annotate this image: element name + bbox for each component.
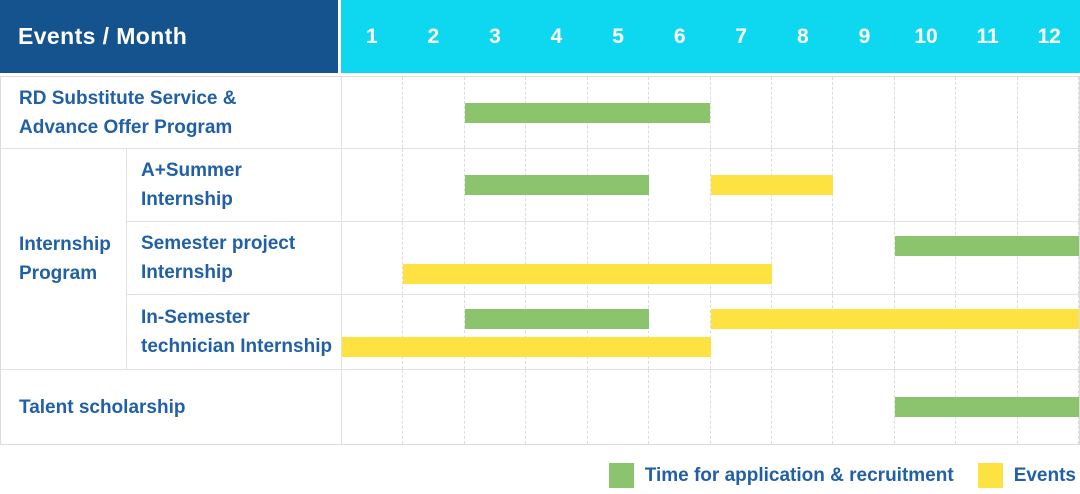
events-color-swatch <box>977 463 1003 488</box>
gantt-bar-application <box>464 102 711 123</box>
month-gridline <box>649 295 711 369</box>
month-gridline <box>526 295 588 369</box>
month-gridline <box>895 222 957 294</box>
gantt-bar-event <box>710 309 1079 329</box>
month-label-4: 4 <box>550 24 563 48</box>
month-gridline <box>833 149 895 221</box>
table-row-talent-scholarship: Talent scholarship <box>1 370 1079 444</box>
month-gridline <box>833 77 895 148</box>
month-label-1: 1 <box>365 24 378 48</box>
month-gridline <box>1018 295 1079 369</box>
month-gridline <box>895 149 957 221</box>
group-subrows-internship-program: A+Summer Internship Semester project Inte… <box>127 149 1079 369</box>
month-gridline <box>588 295 650 369</box>
month-label-8: 8 <box>796 24 809 48</box>
table-row-in-semester-technician-internship: In-Semester technician Internship <box>127 295 1079 369</box>
month-gridline <box>833 295 895 369</box>
month-gridline <box>649 370 711 444</box>
month-label-3: 3 <box>489 24 501 48</box>
table-row-a-plus-summer-internship: A+Summer Internship <box>127 149 1079 222</box>
header-title: Events / Month <box>0 0 338 73</box>
month-gridline <box>711 370 772 444</box>
gantt-bar-event <box>710 175 834 195</box>
month-gridline <box>342 77 404 148</box>
month-gridline <box>342 295 404 369</box>
month-gridline <box>772 370 834 444</box>
month-gridline <box>465 370 527 444</box>
month-gridline <box>772 295 834 369</box>
month-label-7: 7 <box>735 24 748 48</box>
table-row-rd-substitute-service: RD Substitute Service & Advance Offer Pr… <box>1 77 1079 149</box>
gantt-bar-application <box>894 236 1079 256</box>
timeline-cell-semester-project-internship <box>342 222 1079 294</box>
gantt-bar-application <box>464 175 650 195</box>
row-label-a-plus-summer-internship: A+Summer Internship <box>127 149 342 221</box>
row-label-rd-substitute-service: RD Substitute Service & Advance Offer Pr… <box>1 77 342 148</box>
month-gridline <box>772 77 834 148</box>
month-gridline <box>833 222 895 294</box>
month-gridline <box>833 370 895 444</box>
month-gridline <box>342 222 404 294</box>
month-gridline <box>465 222 527 294</box>
legend-label-events: Events <box>1013 464 1076 486</box>
legend-item-application: Time for application & recruitment <box>608 463 954 488</box>
timeline-cell-in-semester-technician-internship <box>342 295 1079 369</box>
gantt-bar-event <box>342 337 711 357</box>
month-gridline <box>956 295 1018 369</box>
month-gridline <box>772 222 834 294</box>
month-gridline <box>711 222 772 294</box>
legend-item-events: Events <box>977 463 1076 488</box>
month-gridline <box>1018 222 1079 294</box>
month-gridline <box>895 77 957 148</box>
month-label-10: 10 <box>914 24 938 48</box>
month-label-2: 2 <box>427 24 440 48</box>
table-header-row: Events / Month 1 2 3 4 5 6 7 8 9 10 11 12 <box>0 0 1080 73</box>
gantt-bar-event <box>403 264 772 284</box>
application-color-swatch <box>608 463 634 488</box>
month-gridline <box>342 370 404 444</box>
timeline-cell-rd-substitute-service <box>342 77 1079 148</box>
month-gridline <box>956 77 1018 148</box>
row-label-semester-project-internship: Semester project Internship <box>127 222 342 294</box>
month-gridline <box>956 222 1018 294</box>
month-label-9: 9 <box>858 24 871 48</box>
month-gridline <box>1018 149 1079 221</box>
month-label-5: 5 <box>612 24 624 48</box>
month-label-6: 6 <box>673 24 686 48</box>
month-gridline <box>403 149 465 221</box>
month-gridline <box>465 295 527 369</box>
month-gridline <box>588 222 650 294</box>
timeline-cell-talent-scholarship <box>342 370 1079 444</box>
month-gridline <box>342 149 404 221</box>
month-header: 1 2 3 4 5 6 7 8 9 10 11 12 <box>341 0 1080 73</box>
month-gridline <box>895 295 957 369</box>
month-gridline <box>403 222 465 294</box>
gantt-bar-application <box>464 309 650 329</box>
month-gridline <box>649 222 711 294</box>
table-group-row-internship-program: Internship Program A+Summer Internship Sem… <box>1 149 1079 370</box>
month-gridline <box>403 77 465 148</box>
legend-label-application: Time for application & recruitment <box>644 464 954 486</box>
month-gridline <box>711 295 772 369</box>
timeline-cell-a-plus-summer-internship <box>342 149 1079 221</box>
month-label-11: 11 <box>976 24 999 48</box>
row-label-talent-scholarship: Talent scholarship <box>1 370 342 444</box>
gantt-table-body: RD Substitute Service & Advance Offer Pr… <box>0 76 1080 445</box>
group-label-internship-program: Internship Program <box>1 149 127 369</box>
legend: Time for application & recruitment Event… <box>608 463 1076 488</box>
month-gridline <box>588 370 650 444</box>
month-gridline <box>526 222 588 294</box>
month-gridline <box>956 149 1018 221</box>
month-label-12: 12 <box>1037 24 1061 48</box>
month-gridline <box>1018 77 1079 148</box>
month-gridline <box>403 370 465 444</box>
month-gridline <box>526 370 588 444</box>
gantt-bar-application <box>894 397 1079 417</box>
table-row-semester-project-internship: Semester project Internship <box>127 222 1079 295</box>
month-gridline <box>711 77 772 148</box>
month-gridline <box>403 295 465 369</box>
row-label-in-semester-technician-internship: In-Semester technician Internship <box>127 295 342 369</box>
month-gridline <box>649 149 711 221</box>
